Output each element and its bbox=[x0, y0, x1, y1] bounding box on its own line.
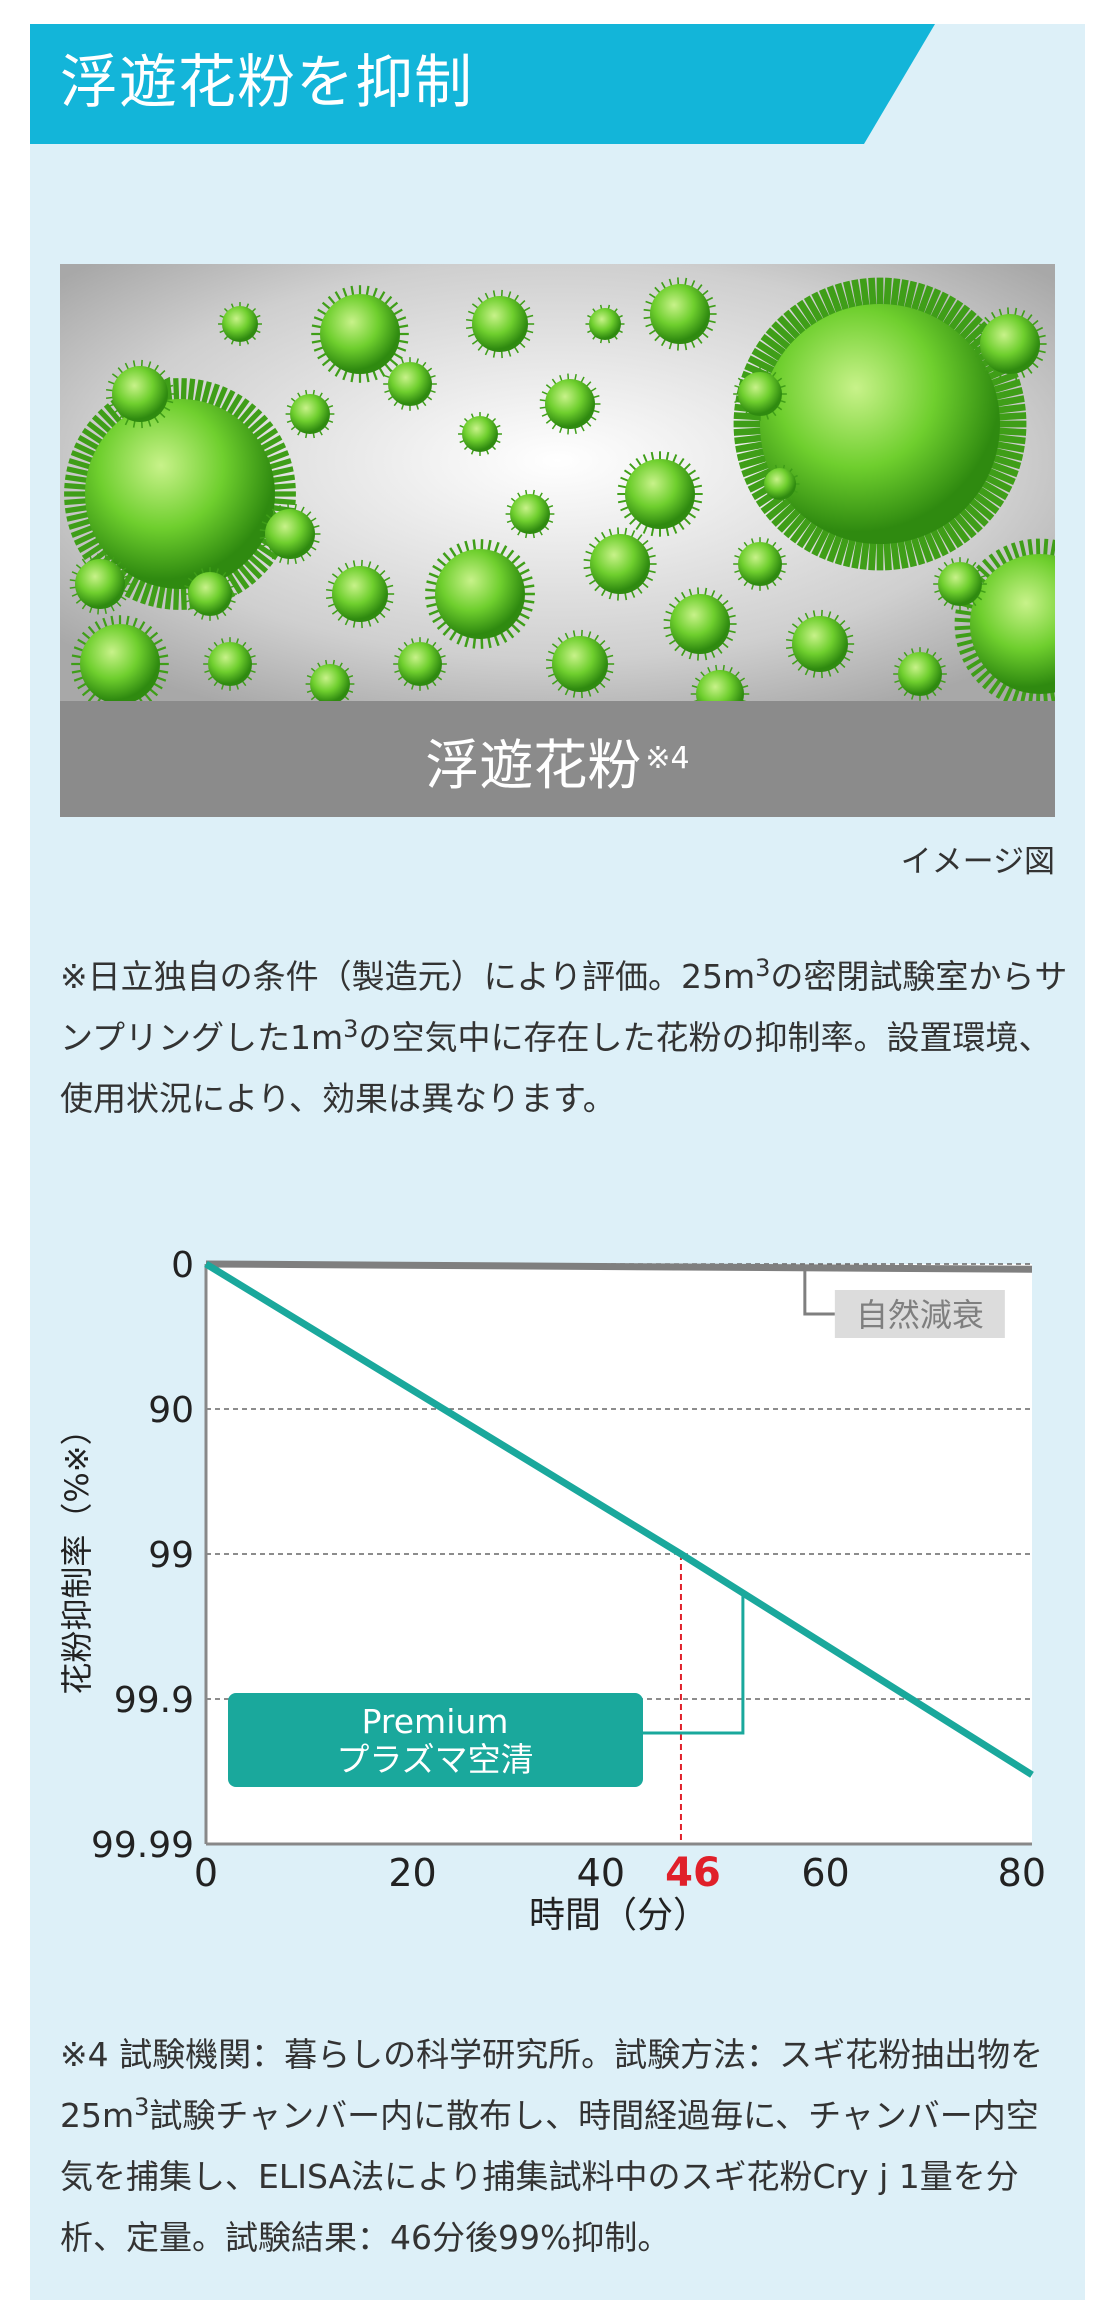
pollen-suppression-chart: 0 90 99 99.9 99.99 0 20 40 60 80 自然減衰 Premium プラ… bbox=[58, 1245, 1046, 1936]
x-tick-label: 0 bbox=[194, 1851, 218, 1895]
x-tick-label: 80 bbox=[998, 1851, 1046, 1895]
y-tick-label: 99.99 bbox=[91, 1825, 194, 1866]
y-tick-label: 99 bbox=[148, 1535, 194, 1576]
x-tick-label: 60 bbox=[801, 1851, 849, 1895]
content-panel: 浮遊花粉を抑制 浮遊花粉 ※4 イメージ図 ※日立独自の条件（製造元 bbox=[30, 24, 1085, 2300]
image-note: イメージ図 bbox=[900, 844, 1055, 880]
premium-leader bbox=[643, 1596, 745, 1735]
premium-label-bg bbox=[228, 1693, 643, 1787]
image-caption: 浮遊花粉 ※4 bbox=[425, 734, 690, 797]
x-axis-label: 時間（分） bbox=[529, 1895, 709, 1936]
y-axis-label: 花粉抑制率（%※） bbox=[58, 1413, 96, 1694]
premium-label-line2: プラズマ空清 bbox=[336, 1740, 533, 1779]
section-title: 浮遊花粉を抑制 bbox=[60, 48, 474, 116]
pollen-illustration bbox=[60, 264, 1055, 701]
series-natural-decay-line bbox=[205, 1260, 1033, 1273]
y-tick-label: 99.9 bbox=[114, 1680, 194, 1721]
section-header: 浮遊花粉を抑制 bbox=[30, 24, 935, 144]
x-tick-label: 40 bbox=[577, 1851, 625, 1895]
natural-decay-leader bbox=[803, 1267, 835, 1316]
natural-decay-label-bg bbox=[834, 1290, 1005, 1338]
premium-label-line1: Premium bbox=[362, 1702, 509, 1741]
natural-decay-label: 自然減衰 bbox=[856, 1296, 984, 1334]
pollen-icon bbox=[60, 264, 1055, 701]
series-premium-line bbox=[204, 1261, 1034, 1778]
test-method-note: ※4 試験機関：暮らしの科学研究所。試験方法：スギ花粉抽出物を25m3試験チャン… bbox=[60, 2035, 1044, 2257]
x-tick-label: 20 bbox=[388, 1851, 436, 1895]
highlight-46-label: 46 bbox=[665, 1850, 721, 1896]
image-caption-bar: 浮遊花粉 ※4 bbox=[60, 701, 1055, 817]
caption-footnote-mark: ※4 bbox=[645, 741, 690, 776]
evaluation-note: ※日立独自の条件（製造元）により評価。25m3の密閉試験室からサンプリングした1… bbox=[60, 954, 1068, 1118]
y-tick-label: 90 bbox=[148, 1390, 194, 1431]
y-tick-label: 0 bbox=[171, 1245, 194, 1286]
